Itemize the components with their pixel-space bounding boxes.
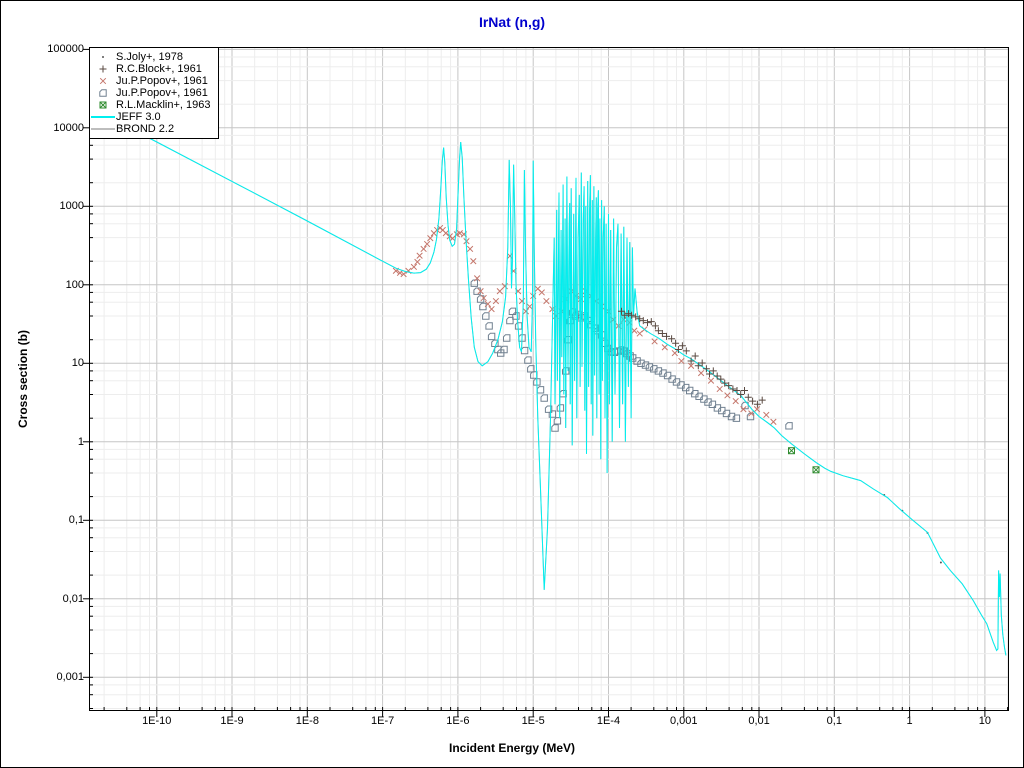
- legend-label: S.Joly+, 1978: [116, 51, 183, 63]
- x-tick-label: 1E-9: [220, 715, 244, 727]
- x-tick-label: 1E-10: [142, 715, 172, 727]
- legend-row: Ju.P.Popov+, 1961: [90, 87, 210, 99]
- y-tick-label: 1000: [59, 200, 84, 213]
- y-tick-label: 0,1: [68, 514, 84, 527]
- legend: S.Joly+, 1978 R.C.Block+, 1961 Ju.P.Popov+…: [89, 47, 220, 139]
- legend-label: R.L.Macklin+, 1963: [116, 99, 211, 111]
- series-joly1978: [883, 494, 942, 564]
- legend-row: R.C.Block+, 1961: [90, 63, 210, 75]
- legend-marker-dot-icon: [102, 56, 104, 58]
- legend-marker-line-icon: [91, 116, 115, 118]
- legend-label: JEFF 3.0: [116, 111, 161, 123]
- legend-row: BROND 2.2: [90, 123, 210, 135]
- x-tick-label: 1E-5: [521, 715, 545, 727]
- plot-canvas[interactable]: [83, 47, 1009, 717]
- x-tick-label: 0,01: [748, 715, 770, 727]
- y-tick-label: 100: [65, 278, 84, 291]
- series-brond22: [89, 107, 1007, 656]
- x-tick-label: 1E-7: [370, 715, 395, 727]
- x-tick-label: 1: [906, 715, 913, 727]
- y-tick-label: 0,001: [56, 671, 84, 684]
- x-tick-label: 0,1: [826, 715, 842, 727]
- y-axis-title: Cross section (b): [16, 329, 30, 429]
- legend-label: Ju.P.Popov+, 1961: [116, 75, 208, 87]
- legend-label: R.C.Block+, 1961: [116, 63, 202, 75]
- legend-marker-square-icon: [99, 89, 107, 97]
- legend-row: R.L.Macklin+, 1963: [90, 99, 210, 111]
- series-macklin1963: [788, 447, 820, 474]
- legend-marker-x-icon: [99, 77, 107, 85]
- x-tick-label: 1E-8: [295, 715, 319, 727]
- x-axis-title: Incident Energy (MeV): [448, 741, 576, 755]
- y-tick-label: 10000: [53, 121, 84, 134]
- legend-marker-plus-icon: [99, 65, 107, 73]
- y-tick-label: 1: [77, 435, 84, 448]
- y-tick-label: 100000: [47, 43, 84, 56]
- legend-label: Ju.P.Popov+, 1961: [116, 87, 208, 99]
- x-tick-label: 0,001: [669, 715, 698, 727]
- legend-row: Ju.P.Popov+, 1961: [90, 75, 210, 87]
- legend-row: JEFF 3.0: [90, 111, 210, 123]
- x-tick-label: 1E-6: [446, 715, 470, 727]
- series-block1961: [618, 307, 766, 408]
- y-tick-label: 10: [71, 357, 84, 370]
- legend-marker-line-icon: [91, 128, 115, 130]
- legend-row: S.Joly+, 1978: [90, 51, 210, 63]
- x-tick-label: 1E-4: [596, 715, 621, 727]
- chart-title: IrNat (n,g): [478, 14, 546, 30]
- series-jeff30: [89, 107, 1007, 656]
- legend-label: BROND 2.2: [116, 123, 175, 135]
- series-popov1961sq: [470, 279, 793, 432]
- legend-marker-square-x-icon: [99, 101, 107, 109]
- y-tick-label: 0,01: [62, 592, 84, 605]
- x-tick-label: 10: [978, 715, 992, 727]
